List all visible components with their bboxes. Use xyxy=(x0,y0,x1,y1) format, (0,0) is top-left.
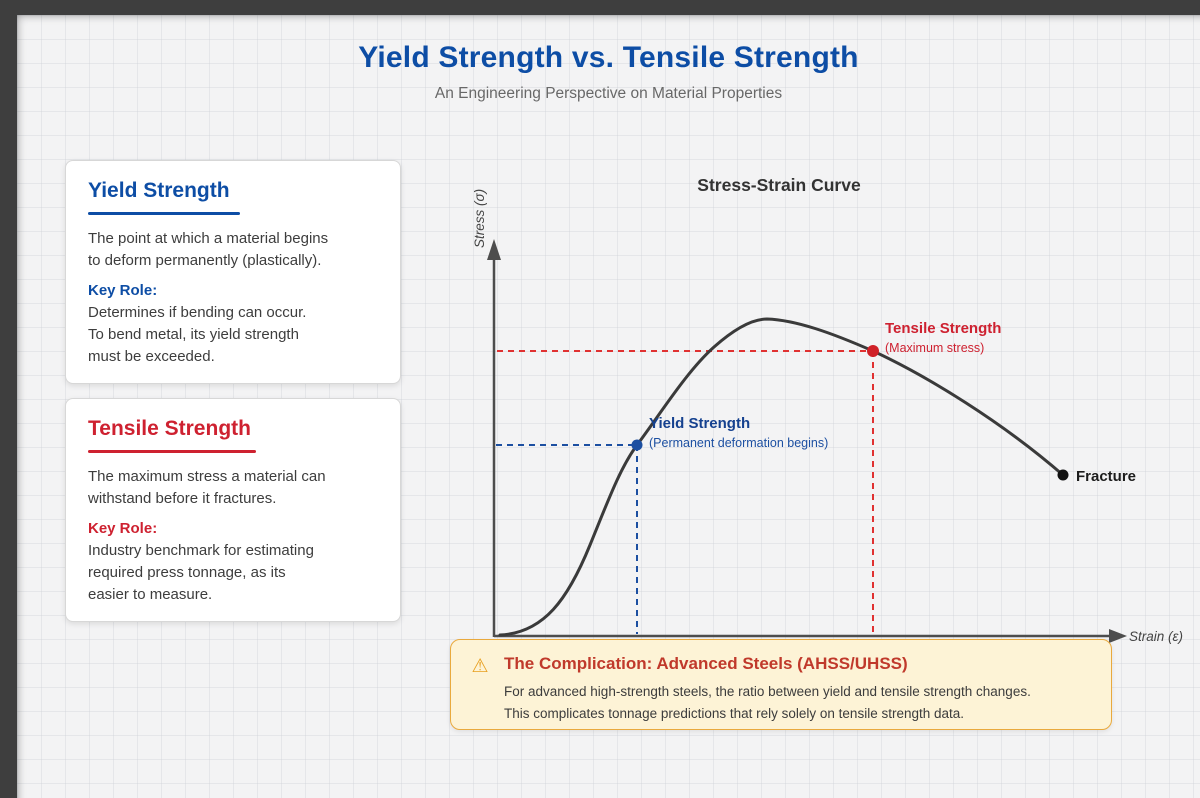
heading-rule xyxy=(88,212,240,215)
page-title: Yield Strength vs. Tensile Strength xyxy=(358,41,859,74)
y-axis-arrowhead xyxy=(487,239,501,260)
key-role-label: Key Role: xyxy=(88,281,158,299)
key-role-text: Industry benchmark for estimating requir… xyxy=(88,542,314,603)
card-title: Tensile Strength xyxy=(88,417,251,440)
fracture-point-marker xyxy=(1057,469,1069,481)
callout-line-2: This complicates tonnage predictions tha… xyxy=(504,705,965,721)
x-axis-label: Strain (ε) xyxy=(1129,629,1183,644)
key-role-text: Determines if bending can occur. To bend… xyxy=(88,304,307,365)
yield-point-label: Yield Strength xyxy=(649,415,750,432)
complication-callout: ⚠ The Complication: Advanced Steels (AHS… xyxy=(450,639,1112,730)
yield-point-marker xyxy=(631,439,643,451)
tensile-point-marker xyxy=(867,345,879,357)
page-background: Yield Strength vs. Tensile Strength An E… xyxy=(17,15,1200,798)
key-role-label: Key Role: xyxy=(88,519,158,537)
page-subtitle: An Engineering Perspective on Material P… xyxy=(434,85,783,102)
fracture-label: Fracture xyxy=(1076,468,1136,485)
stress-strain-chart: Stress-Strain Curve Stress (σ) Strain (ε… xyxy=(472,175,1183,644)
page-header: Yield Strength vs. Tensile Strength An E… xyxy=(17,41,1200,103)
callout-title: The Complication: Advanced Steels (AHSS/… xyxy=(504,654,908,673)
chart-title: Stress-Strain Curve xyxy=(697,175,861,195)
stress-strain-curve-path xyxy=(498,317,1065,637)
y-axis-label: Stress (σ) xyxy=(472,189,487,248)
warning-triangle-icon: ⚠ xyxy=(471,656,489,677)
callout-body: The Complication: Advanced Steels (AHSS/… xyxy=(504,651,1031,721)
card-title: Yield Strength xyxy=(88,179,230,202)
heading-rule xyxy=(88,450,256,453)
yield-strength-card: Yield Strength The point at which a mate… xyxy=(65,160,401,385)
tensile-point-sublabel: (Maximum stress) xyxy=(885,341,984,355)
x-axis-arrowhead xyxy=(1109,629,1127,643)
card-description: The point at which a material begins to … xyxy=(88,230,329,269)
tensile-strength-card: Tensile Strength The maximum stress a ma… xyxy=(65,398,401,623)
tensile-point-label: Tensile Strength xyxy=(885,320,1001,337)
card-description: The maximum stress a material can withst… xyxy=(88,468,326,507)
callout-line-1: For advanced high-strength steels, the r… xyxy=(504,684,1031,699)
yield-point-sublabel: (Permanent deformation begins) xyxy=(649,436,828,450)
